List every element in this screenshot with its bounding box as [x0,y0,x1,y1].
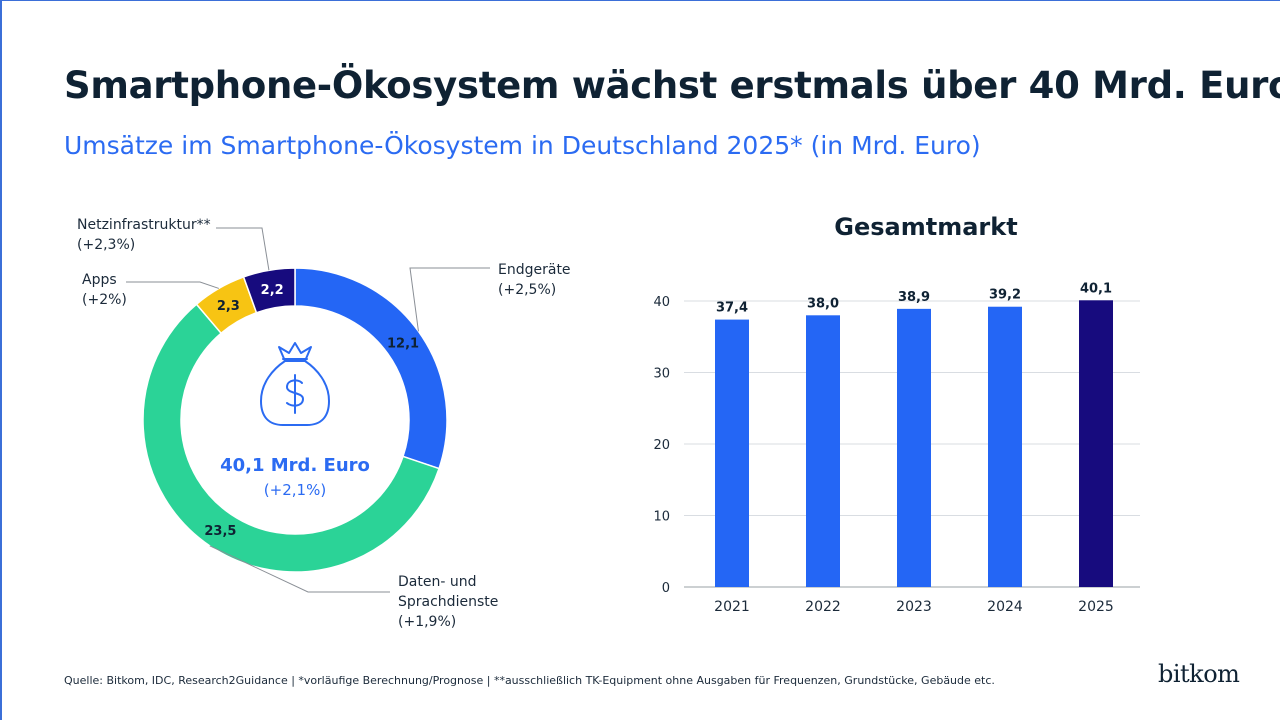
money-bag-icon [260,342,330,426]
source-footnote: Quelle: Bitkom, IDC, Research2Guidance |… [64,674,995,687]
frame-border-left [0,0,2,720]
slice-label: Sprachdienste [398,594,498,610]
donut-chart: 12,1 23,5 2,3 2,2 Endgeräte (+2,5%) Daten- und… [77,217,571,630]
bar [806,315,840,587]
money-bag-icon-stroke [260,360,330,426]
bar [988,306,1022,587]
y-tick-label: 10 [653,510,670,525]
leader-line [409,267,490,332]
y-tick-label: 0 [662,581,670,596]
slice-change-label: (+2,5%) [498,282,556,298]
donut-slice [242,267,296,314]
slice-label: Apps [82,272,117,288]
money-bag-icon-stroke [286,379,304,407]
bar-chart-title: Gesamtmarkt [834,213,1017,241]
bar-value-label: 37,4 [716,301,748,316]
y-tick-label: 40 [653,295,670,310]
x-tick-label: 2023 [896,599,932,615]
bar-value-label: 38,9 [898,290,930,305]
slice-value-label: 23,5 [204,524,236,539]
leader-line [216,227,270,271]
donut-center-change: (+2,1%) [264,481,326,499]
donut-slice [142,303,440,573]
bitkom-logo: bitkom [1158,660,1240,688]
x-tick-label: 2021 [714,599,750,615]
page-subtitle: Umsätze im Smartphone-Ökosystem in Deuts… [64,131,981,160]
slice-label: Daten- und [398,574,476,590]
slice-change-label: (+2,3%) [77,237,135,253]
slice-label: Endgeräte [498,262,571,278]
x-tick-label: 2024 [987,599,1023,615]
leader-line [209,545,390,593]
y-tick-label: 30 [653,367,670,382]
slice-label: Netzinfrastruktur** [77,217,211,233]
slice-change-label: (+1,9%) [398,614,456,630]
page-title: Smartphone-Ökosystem wächst erstmals übe… [64,64,1280,107]
x-tick-label: 2022 [805,599,841,615]
x-tick-label: 2025 [1078,599,1114,615]
donut-center-total: 40,1 Mrd. Euro [220,455,370,476]
y-tick-label: 20 [653,438,670,453]
bar [1079,300,1113,587]
bar-value-label: 38,0 [807,296,839,311]
slice-value-label: 2,3 [217,299,240,314]
bar-value-label: 40,1 [1080,281,1112,296]
money-bag-icon-stroke [278,342,312,362]
bar-chart: Gesamtmarkt 0 10 20 30 40 37,4 2021 38,0 2022 38,9… [653,213,1140,615]
frame-border-top [0,0,1280,1]
donut-slice [294,267,448,470]
bar [897,308,931,587]
bar-value-label: 39,2 [989,288,1021,303]
slice-value-label: 12,1 [387,336,419,351]
leader-line [126,281,219,289]
bar [715,319,749,587]
slice-value-label: 2,2 [261,283,284,298]
slice-change-label: (+2%) [82,292,127,308]
